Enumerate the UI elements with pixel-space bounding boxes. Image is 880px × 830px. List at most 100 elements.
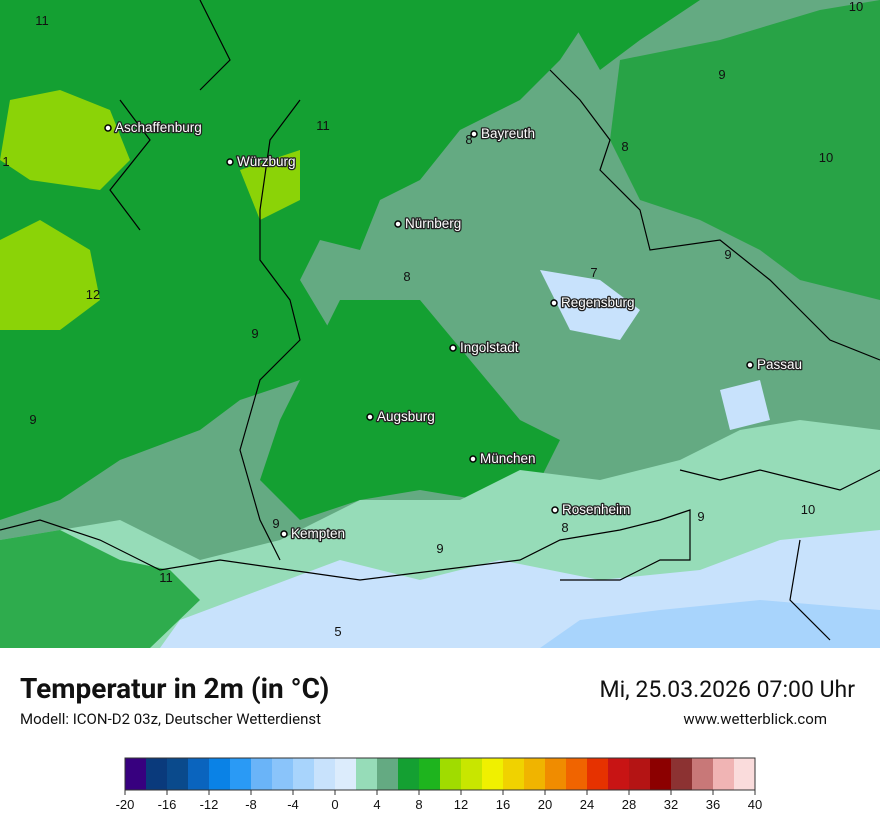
legend-cell — [671, 758, 693, 790]
contour-label: 8 — [403, 269, 410, 284]
city-label: Regensburg — [561, 295, 635, 310]
legend-cell — [314, 758, 336, 790]
legend-cell — [566, 758, 588, 790]
city-dot — [550, 299, 558, 307]
legend-cell — [209, 758, 231, 790]
contour-label: 10 — [819, 150, 833, 165]
city-label: Passau — [757, 357, 802, 372]
legend-cell — [272, 758, 294, 790]
contour-label: 8 — [621, 139, 628, 154]
legend-cell — [524, 758, 546, 790]
contour-label: 10 — [849, 0, 863, 14]
city-label: Augsburg — [377, 409, 435, 424]
website[interactable]: www.wetterblick.com — [683, 710, 827, 728]
city-label: Ingolstadt — [460, 340, 519, 355]
colder-area — [540, 600, 880, 648]
contour-label: 12 — [86, 287, 100, 302]
legend-cell — [251, 758, 273, 790]
title: Temperatur in 2m (in °C) — [20, 672, 330, 705]
city-dot — [746, 361, 754, 369]
legend-cell — [146, 758, 168, 790]
legend-tick-label: 16 — [496, 797, 510, 812]
contour-label: 9 — [718, 67, 725, 82]
cold-area — [540, 270, 770, 430]
model-info: Modell: ICON-D2 03z, Deutscher Wetterdie… — [20, 710, 322, 728]
contour-label: 11 — [159, 570, 173, 585]
legend-cell — [482, 758, 504, 790]
contour-label: 1 — [2, 154, 9, 169]
contour-label: 9 — [724, 247, 731, 262]
city-dot — [470, 130, 478, 138]
contour-label: 7 — [590, 265, 597, 280]
legend-cell — [377, 758, 399, 790]
legend-cell — [461, 758, 483, 790]
legend-cell — [650, 758, 672, 790]
contour-label: 9 — [436, 541, 443, 556]
contour-label: 11 — [316, 118, 330, 133]
legend-cell — [125, 758, 147, 790]
legend-tick-label: 8 — [415, 797, 422, 812]
legend-tick-label: -16 — [158, 797, 177, 812]
legend-tick-label: -8 — [245, 797, 257, 812]
legend-cell — [335, 758, 357, 790]
city-label: Aschaffenburg — [115, 120, 202, 135]
legend-tick-label: 20 — [538, 797, 552, 812]
contour-label: 11 — [35, 13, 49, 28]
legend-cell — [230, 758, 252, 790]
city-dot — [280, 530, 288, 538]
legend-cell — [608, 758, 630, 790]
legend-frame — [124, 757, 756, 791]
legend-tick-label: -12 — [200, 797, 219, 812]
legend-tick-label: 36 — [706, 797, 720, 812]
date: Mi, 25.03.2026 07:00 Uhr — [599, 676, 855, 703]
warm-area — [0, 530, 200, 648]
city-dot — [469, 455, 477, 463]
legend-tick-label: 32 — [664, 797, 678, 812]
legend-tick-label: -4 — [287, 797, 299, 812]
warmest-area — [0, 90, 300, 330]
city-label: Würzburg — [237, 154, 296, 169]
legend-cell — [167, 758, 189, 790]
warm-area — [260, 300, 560, 520]
contour-label: 8 — [561, 520, 568, 535]
legend-cell — [629, 758, 651, 790]
city-label: Rosenheim — [562, 502, 630, 517]
warm-area — [610, 0, 880, 300]
contour-label: 8 — [465, 132, 472, 147]
city-dot — [104, 124, 112, 132]
legend-cell — [440, 758, 462, 790]
map: Aschaffenburg Würzburg Bayreuth Nürnberg Reg… — [0, 0, 880, 648]
city-label: München — [480, 451, 536, 466]
contour-label: 9 — [697, 509, 704, 524]
contour-label: 9 — [272, 516, 279, 531]
legend-tick-label: 40 — [748, 797, 762, 812]
city-dot — [366, 413, 374, 421]
contour-label: 5 — [334, 624, 341, 639]
legend-tick-label: -20 — [116, 797, 135, 812]
legend-cell — [545, 758, 567, 790]
warm-area — [0, 0, 700, 520]
legend-cell — [398, 758, 420, 790]
legend-cell — [587, 758, 609, 790]
legend-cell — [503, 758, 525, 790]
legend-tick-label: 24 — [580, 797, 594, 812]
legend-cell — [356, 758, 378, 790]
contour-label: 9 — [251, 326, 258, 341]
color-legend: -20 -16 -12 -8 -4 0 4 8 12 16 20 24 28 32 36 40 — [116, 757, 762, 812]
legend-tick-label: 28 — [622, 797, 636, 812]
city-dot — [449, 344, 457, 352]
legend-cell — [293, 758, 315, 790]
legend-cell — [692, 758, 714, 790]
city-dot — [226, 158, 234, 166]
legend-cell — [419, 758, 441, 790]
legend-cell — [713, 758, 735, 790]
city-label: Bayreuth — [481, 126, 535, 141]
city-label: Nürnberg — [405, 216, 461, 231]
contour-label: 10 — [801, 502, 815, 517]
legend-cell — [188, 758, 210, 790]
legend-tick-label: 0 — [331, 797, 338, 812]
legend-cell — [734, 758, 756, 790]
legend-tick-label: 4 — [373, 797, 380, 812]
contour-label: 9 — [29, 412, 36, 427]
city-dot — [394, 220, 402, 228]
